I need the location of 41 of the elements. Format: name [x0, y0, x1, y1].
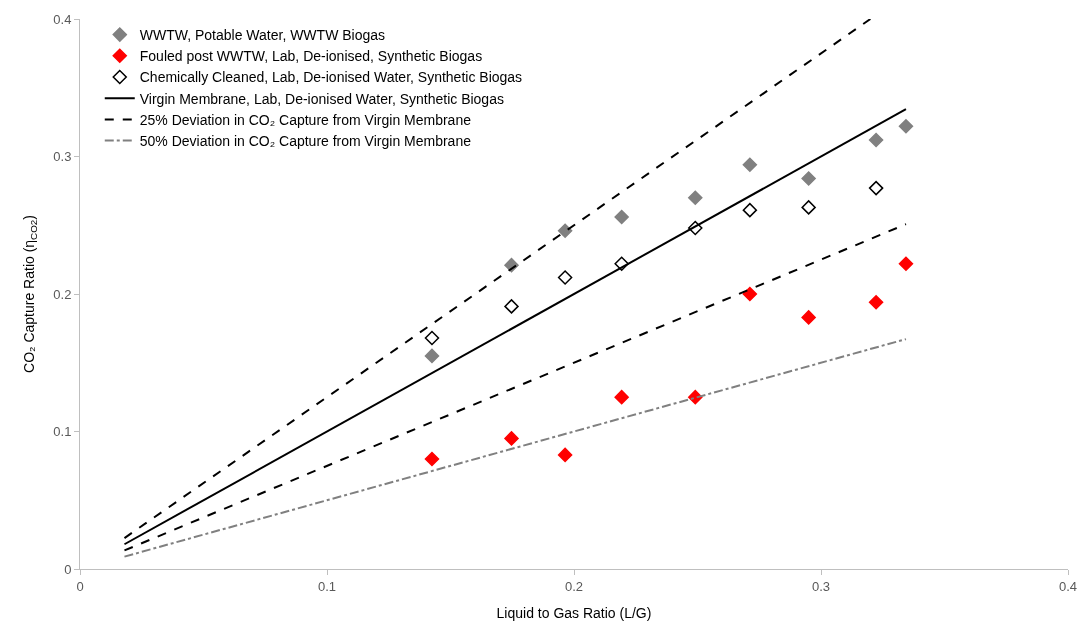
legend-label: Fouled post WWTW, Lab, De-ionised, Synthetic Biogas — [139, 48, 483, 65]
point — [557, 270, 573, 285]
legend-label: Virgin Membrane, Lab, De-ionised Water, Synthetic Biogas — [139, 90, 504, 107]
legend-label: 25% Deviation in CO₂ Capture from Virgin Membrane — [139, 111, 472, 128]
y-tick-label: 0.3 — [53, 149, 72, 165]
point — [688, 190, 703, 205]
point — [868, 295, 884, 310]
point — [898, 256, 914, 271]
x-tick-label: 0.2 — [564, 578, 584, 594]
point — [424, 330, 440, 346]
point — [424, 451, 440, 467]
x-tick-label: 0.4 — [1058, 578, 1078, 594]
point — [614, 389, 629, 405]
x-tick-label: 0 — [76, 578, 84, 594]
y-tick-label: 0.4 — [53, 11, 72, 27]
point — [742, 202, 758, 218]
point — [801, 200, 816, 215]
point — [557, 447, 573, 463]
legend-label: Chemically Cleaned, Lab, De-ionised Water, Synthetic Biogas — [139, 69, 523, 86]
y-tick-label: 0 — [64, 561, 72, 577]
point — [557, 223, 573, 238]
x-tick-label: 0.3 — [811, 578, 831, 594]
point — [801, 171, 816, 186]
point — [614, 256, 629, 271]
x-tick-label: 0.1 — [317, 578, 337, 594]
point — [424, 348, 440, 364]
point — [801, 310, 816, 325]
point — [742, 157, 758, 172]
point — [504, 299, 519, 314]
point — [614, 209, 629, 225]
y-tick-label: 0.1 — [53, 424, 72, 440]
y-tick-label: 0.2 — [53, 286, 72, 302]
point — [868, 132, 884, 148]
point — [742, 286, 758, 302]
x-axis-title: Liquid to Gas Ratio (L/G) — [496, 604, 652, 621]
point — [898, 119, 914, 134]
point — [504, 431, 519, 446]
point — [868, 180, 884, 196]
point — [688, 220, 703, 236]
legend-label: 50% Deviation in CO₂ Capture from Virgin Membrane — [139, 133, 472, 150]
legend-label: WWTW, Potable Water, WWTW Biogas — [139, 27, 386, 44]
